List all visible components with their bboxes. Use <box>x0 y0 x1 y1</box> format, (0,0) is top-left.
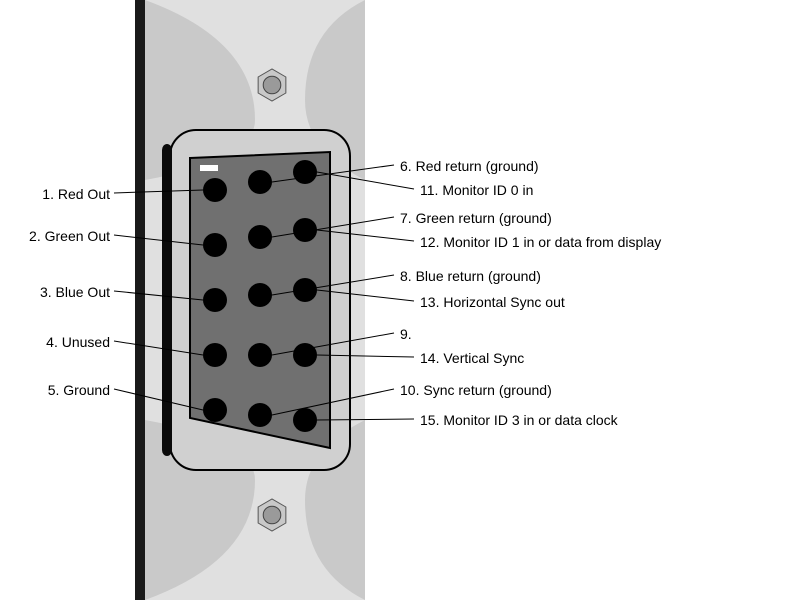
pin-text: Red Out <box>58 186 110 202</box>
vga-pinout-diagram <box>0 0 800 600</box>
pin-label-left: 3. Blue Out <box>0 284 110 300</box>
pin-number: 10. <box>400 382 419 398</box>
pin-label-right: 10. Sync return (ground) <box>400 382 552 398</box>
pin-label-right: 15. Monitor ID 3 in or data clock <box>420 412 618 428</box>
pin-label-right: 8. Blue return (ground) <box>400 268 541 284</box>
pin-number: 8. <box>400 268 412 284</box>
pin-text: Monitor ID 1 in or data from display <box>443 234 661 250</box>
pin-number: 4. <box>46 334 58 350</box>
pin-text: Unused <box>62 334 110 350</box>
pin-label-right: 11. Monitor ID 0 in <box>420 182 533 198</box>
pin-number: 9. <box>400 326 412 342</box>
pin-number: 6. <box>400 158 412 174</box>
pin-text: Ground <box>63 382 110 398</box>
pin-number: 12. <box>420 234 439 250</box>
pin-text: Monitor ID 3 in or data clock <box>443 412 617 428</box>
pin-number: 13. <box>420 294 439 310</box>
pin-text: Sync return (ground) <box>423 382 551 398</box>
pin-label-left: 2. Green Out <box>0 228 110 244</box>
pin-label-left: 5. Ground <box>0 382 110 398</box>
pin-number: 3. <box>40 284 52 300</box>
pin-number: 7. <box>400 210 412 226</box>
pin-number: 15. <box>420 412 439 428</box>
pin-text: Blue return (ground) <box>416 268 541 284</box>
pin-label-right: 9. <box>400 326 412 342</box>
pin-text: Horizontal Sync out <box>443 294 564 310</box>
pin-number: 14. <box>420 350 439 366</box>
pin-label-right: 6. Red return (ground) <box>400 158 539 174</box>
pin-label-right: 7. Green return (ground) <box>400 210 552 226</box>
pin-number: 1. <box>42 186 54 202</box>
pin-label-left: 4. Unused <box>0 334 110 350</box>
pin-label-left: 1. Red Out <box>0 186 110 202</box>
pin-number: 11. <box>420 182 438 198</box>
pin-text: Green Out <box>45 228 110 244</box>
pin-text: Green return (ground) <box>416 210 552 226</box>
pin-number: 2. <box>29 228 41 244</box>
pin-text: Blue Out <box>56 284 110 300</box>
pin-text: Monitor ID 0 in <box>442 182 533 198</box>
pin-label-right: 12. Monitor ID 1 in or data from display <box>420 234 661 250</box>
pin-number: 5. <box>48 382 60 398</box>
pin-text: Red return (ground) <box>416 158 539 174</box>
pin-label-right: 13. Horizontal Sync out <box>420 294 565 310</box>
pin-label-right: 14. Vertical Sync <box>420 350 524 366</box>
pin-text: Vertical Sync <box>443 350 524 366</box>
